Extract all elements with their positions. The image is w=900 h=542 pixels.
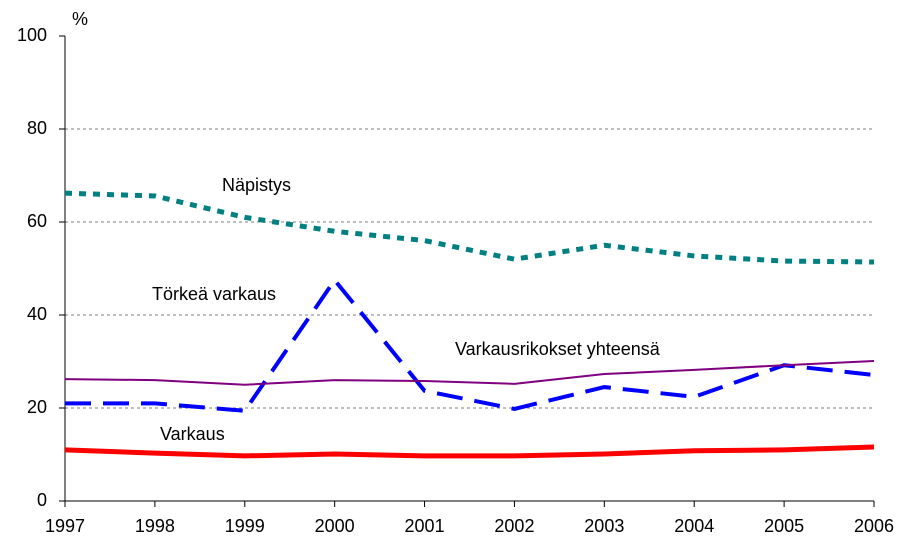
- x-tick-label: 2001: [405, 516, 445, 536]
- series-line: [65, 276, 875, 413]
- series-label: Varkausrikokset yhteensä: [455, 339, 661, 359]
- y-unit: %: [72, 9, 88, 29]
- series-label: Törkeä varkaus: [152, 284, 276, 304]
- y-tick-label: 0: [37, 490, 47, 510]
- x-tick-label: 2003: [584, 516, 624, 536]
- y-tick-label: 40: [27, 304, 47, 324]
- y-tick-label: 20: [27, 397, 47, 417]
- y-tick-label: 60: [27, 211, 47, 231]
- x-tick-label: 2005: [764, 516, 804, 536]
- x-tick-label: 2002: [494, 516, 534, 536]
- y-tick-label: 100: [17, 25, 47, 45]
- x-tick-label: 2004: [674, 516, 714, 536]
- series-line: [64, 360, 875, 386]
- x-tick-label: 1999: [225, 516, 265, 536]
- x-tick-label: 2000: [315, 516, 355, 536]
- y-tick-label: 80: [27, 118, 47, 138]
- series-line: [64, 444, 875, 459]
- x-tick-label: 2006: [854, 516, 894, 536]
- series-label: Näpistys: [222, 175, 291, 195]
- x-tick-label: 1998: [135, 516, 175, 536]
- x-tick-label: 1997: [45, 516, 85, 536]
- series-label: Varkaus: [160, 424, 225, 444]
- series-line: [64, 190, 875, 265]
